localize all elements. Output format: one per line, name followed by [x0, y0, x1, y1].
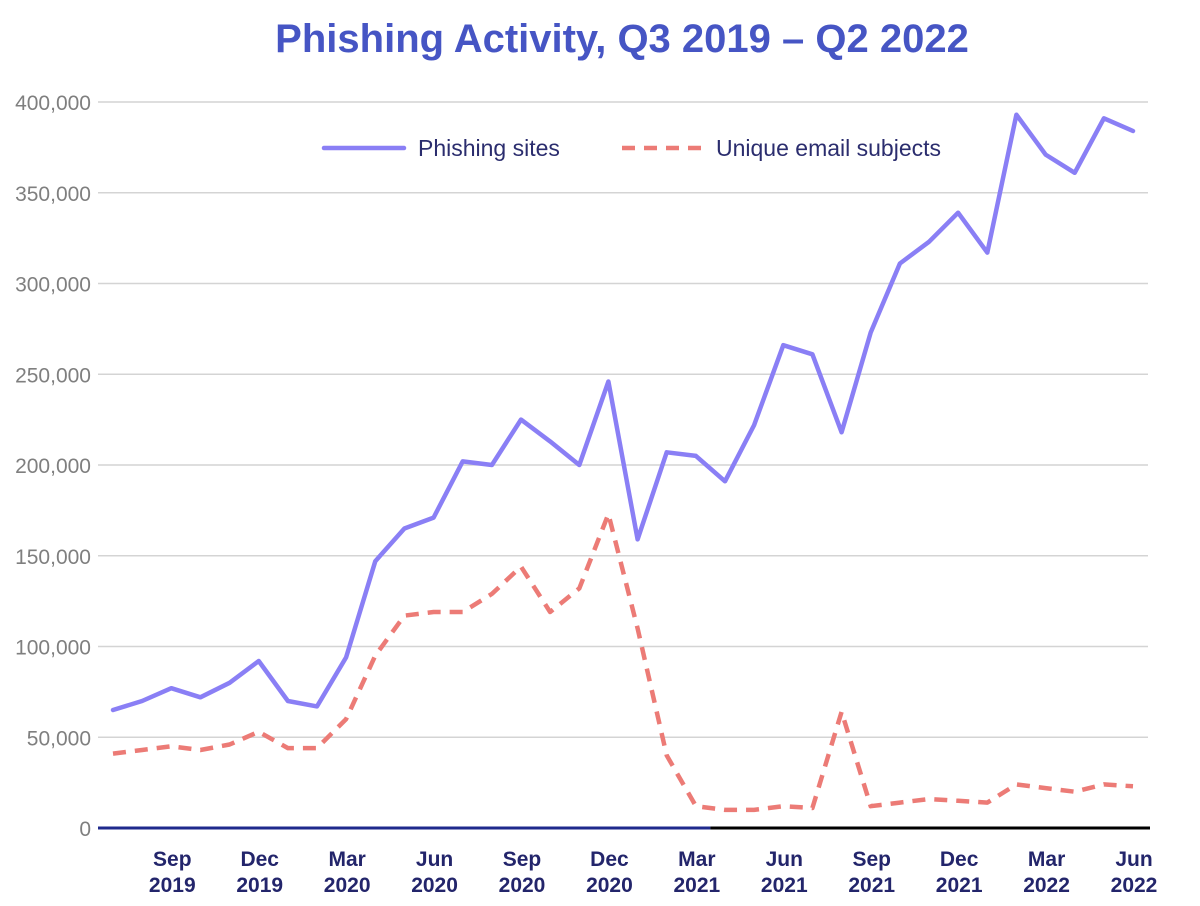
x-tick-month: Dec: [940, 848, 979, 871]
x-tick-month: Jun: [416, 848, 453, 871]
x-tick-month: Dec: [240, 848, 279, 871]
x-tick-month: Jun: [766, 848, 803, 871]
x-tick-year: 2019: [149, 874, 196, 897]
y-tick-label: 50,000: [27, 727, 91, 750]
y-tick-label: 300,000: [15, 274, 91, 297]
x-axis-ticks: Sep 2019 Dec 2019 Mar 2020 Jun 2020 Sep 2020 Dec 20…: [149, 848, 1157, 897]
x-tick-year: 2022: [1023, 874, 1070, 897]
y-tick-label: 400,000: [15, 92, 91, 115]
x-tick-year: 2020: [586, 874, 633, 897]
x-tick-year: 2021: [848, 874, 895, 897]
x-tick-year: 2021: [936, 874, 983, 897]
series-lines: [110, 112, 1136, 813]
x-tick-month: Sep: [503, 848, 542, 871]
chart-title: Phishing Activity, Q3 2019 – Q2 2022: [275, 17, 969, 61]
legend-label: Phishing sites: [418, 135, 560, 161]
y-tick-label: 150,000: [15, 546, 91, 569]
x-tick-month: Mar: [1028, 848, 1065, 871]
x-tick-year: 2021: [761, 874, 808, 897]
legend: Phishing sites Unique email subjects: [321, 135, 941, 161]
x-tick-month: Sep: [852, 848, 891, 871]
y-tick-label: 100,000: [15, 637, 91, 660]
x-tick-year: 2020: [499, 874, 546, 897]
y-tick-label: 0: [79, 818, 91, 841]
series-line-phishing-sites: [110, 112, 1136, 713]
series-line-unique-email-subjects: [112, 511, 1134, 813]
y-tick-label: 200,000: [15, 455, 91, 478]
x-tick-year: 2022: [1111, 874, 1158, 897]
x-tick-month: Mar: [328, 848, 365, 871]
x-tick-month: Mar: [678, 848, 715, 871]
y-axis-ticks: 0 50,000 100,000 150,000 200,000 250,000 300,0…: [15, 92, 91, 841]
x-tick-year: 2020: [324, 874, 371, 897]
x-tick-month: Sep: [153, 848, 192, 871]
x-tick-month: Dec: [590, 848, 629, 871]
gridlines: [98, 101, 1148, 738]
x-tick-year: 2019: [236, 874, 283, 897]
x-tick-year: 2020: [411, 874, 458, 897]
legend-label: Unique email subjects: [716, 135, 941, 161]
x-tick-month: Jun: [1115, 848, 1152, 871]
y-tick-label: 250,000: [15, 364, 91, 387]
x-tick-year: 2021: [673, 874, 720, 897]
y-tick-label: 350,000: [15, 183, 91, 206]
